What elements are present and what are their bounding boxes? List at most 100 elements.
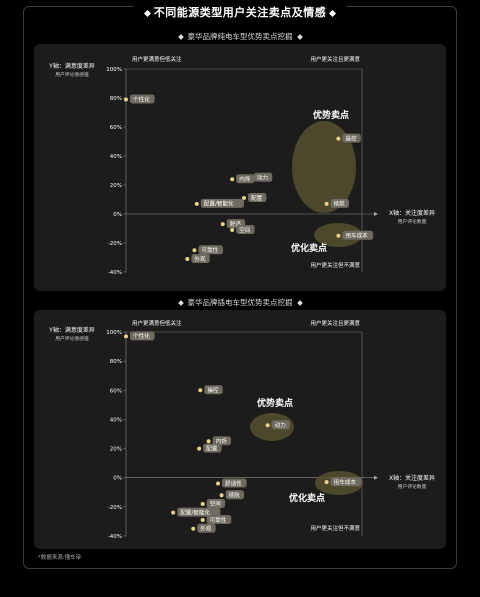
x-axis-subtitle: 用户评论数量 [398, 483, 427, 490]
y-tick-label: 40% [110, 154, 122, 160]
data-label-badge [222, 478, 247, 488]
x-axis-title: X轴：关注度差异 [389, 474, 435, 482]
main-title-text: 不同能源类型用户关注卖点及情感 [153, 6, 327, 19]
data-point [220, 222, 225, 227]
y-tick-label: -20% [108, 241, 122, 247]
data-label: 外观 [194, 255, 206, 263]
optimize-cluster-label: 优化卖点 [291, 242, 327, 254]
data-label-badge [197, 523, 216, 533]
data-label: 可靠性 [201, 246, 218, 254]
y-axis-subtitle: 用户评论情感值 [55, 335, 89, 342]
quadrant-label-top-left: 用户更满意但低关注 [132, 319, 182, 327]
main-title: 不同能源类型用户关注卖点及情感 [0, 0, 480, 24]
data-point [185, 256, 190, 261]
data-point [192, 248, 197, 253]
data-point [324, 480, 329, 485]
data-label: 个性化 [133, 95, 150, 103]
data-label-badge [253, 172, 273, 182]
data-label-badge [330, 477, 362, 487]
data-label-badge [198, 245, 224, 255]
y-tick-label: 0% [113, 212, 122, 218]
data-point [336, 233, 341, 238]
chart-2-panel [34, 310, 446, 549]
chart-1-panel [34, 44, 446, 291]
x-axis-title: X轴：关注度差异 [389, 209, 435, 217]
data-label: 配置 [251, 195, 263, 202]
y-tick-label: 20% [110, 447, 122, 453]
optimize-cluster-label: 优化卖点 [289, 492, 325, 504]
data-label-badge [206, 498, 226, 508]
data-point [242, 196, 246, 201]
y-axis-title: Y轴：满意度差异 [48, 62, 95, 70]
data-label-badge [212, 436, 231, 446]
data-label-badge [342, 230, 374, 240]
data-point [200, 517, 205, 522]
data-label-badge [200, 198, 244, 208]
y-tick-label: 40% [110, 417, 122, 423]
quadrant-label-bottom-right: 用户更关注但不满意 [310, 524, 360, 532]
data-label-badge [130, 331, 155, 341]
y-tick-label: 80% [110, 96, 122, 102]
data-label: 内饰 [239, 175, 251, 183]
data-point [230, 177, 235, 182]
quadrant-label-top-right: 用户更关注且更满意 [310, 55, 360, 63]
data-point [230, 227, 235, 232]
chart-1-title: 豪华品牌纯电车型优势卖点挖掘 [0, 31, 480, 42]
data-label: 用车成本 [334, 478, 357, 486]
advantage-highlight [292, 121, 356, 213]
data-label: 空间 [210, 500, 222, 508]
y-tick-label: 20% [110, 183, 122, 189]
data-label-badge [330, 198, 349, 208]
data-label: 配置 [206, 445, 218, 452]
data-point [200, 501, 205, 506]
data-label: 舒适 [230, 220, 242, 228]
y-tick-label: 60% [110, 388, 122, 394]
advantage-cluster-label: 优势卖点 [257, 397, 293, 409]
data-label-badge [130, 94, 155, 104]
data-label-badge [204, 385, 223, 395]
data-label: 可靠性 [210, 516, 227, 524]
data-label: 舒适性 [225, 479, 242, 487]
x-axis-arrow-icon [374, 475, 378, 480]
data-label-badge [271, 420, 290, 430]
data-label-badge [206, 514, 232, 524]
y-tick-label: 80% [110, 359, 122, 365]
data-label: 配置/智能化 [180, 508, 210, 516]
quadrant-label-top-right: 用户更关注且更满意 [310, 319, 360, 327]
data-point [194, 201, 199, 206]
data-label: 空间 [239, 226, 251, 234]
y-tick-label: 60% [110, 125, 122, 131]
quadrant-label-bottom-right: 用户更关注但不满意 [310, 261, 360, 269]
y-axis-title: Y轴：满意度差异 [48, 326, 95, 334]
advantage-cluster-label: 优势卖点 [313, 109, 349, 121]
y-tick-label: -40% [108, 534, 122, 540]
data-label-badge [177, 507, 221, 517]
data-label-badge [342, 133, 361, 143]
data-label: 内饰 [216, 437, 228, 445]
data-point [206, 439, 211, 444]
data-point [171, 510, 176, 515]
y-tick-label: -20% [108, 505, 122, 511]
data-point [197, 446, 202, 451]
data-point [216, 481, 221, 486]
data-point [219, 493, 224, 498]
data-label: 外观 [200, 525, 212, 533]
data-point [191, 526, 196, 531]
data-label: 动力 [257, 174, 269, 182]
x-axis-arrow-icon [374, 212, 378, 216]
data-label: 续航 [229, 491, 241, 499]
data-label-badge [236, 224, 255, 234]
y-axis-subtitle: 用户评论情感值 [55, 71, 89, 78]
y-tick-label: -40% [108, 270, 122, 276]
data-point [336, 136, 341, 141]
data-point [124, 334, 128, 339]
data-label-badge [236, 174, 255, 184]
source-note: *数据来源:懂车帝 [38, 555, 82, 561]
data-point [324, 201, 329, 206]
x-axis-subtitle: 用户评论数量 [398, 218, 427, 225]
data-label: 续航 [334, 200, 346, 208]
data-point [265, 423, 270, 428]
data-label-badge [191, 253, 210, 263]
